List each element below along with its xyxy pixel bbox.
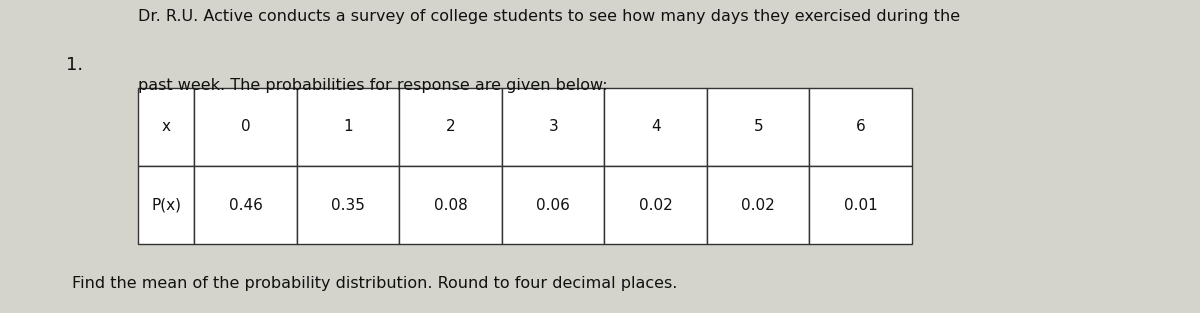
Bar	[810, 166, 912, 244]
Bar	[138, 88, 194, 166]
Text: Dr. R.U. Active conducts a survey of college students to see how many days they : Dr. R.U. Active conducts a survey of col…	[138, 9, 960, 24]
Bar	[194, 166, 296, 244]
Text: 0.02: 0.02	[742, 198, 775, 213]
Text: 3: 3	[548, 119, 558, 134]
Bar	[400, 88, 502, 166]
Bar	[605, 166, 707, 244]
Bar	[707, 88, 810, 166]
Text: 1: 1	[343, 119, 353, 134]
Text: 6: 6	[856, 119, 865, 134]
Text: past week. The probabilities for response are given below:: past week. The probabilities for respons…	[138, 78, 607, 93]
Text: x: x	[162, 119, 170, 134]
Text: 0: 0	[241, 119, 251, 134]
Text: 1.: 1.	[66, 56, 83, 74]
Bar	[502, 166, 605, 244]
Text: 0.02: 0.02	[638, 198, 672, 213]
Text: 0.35: 0.35	[331, 198, 365, 213]
Text: 0.46: 0.46	[229, 198, 263, 213]
Text: 0.01: 0.01	[844, 198, 877, 213]
Bar	[138, 166, 194, 244]
Text: P(x): P(x)	[151, 198, 181, 213]
Text: 0.06: 0.06	[536, 198, 570, 213]
Bar	[605, 88, 707, 166]
Bar	[400, 166, 502, 244]
Bar	[296, 166, 400, 244]
Bar	[810, 88, 912, 166]
Text: Find the mean of the probability distribution. Round to four decimal places.: Find the mean of the probability distrib…	[72, 276, 677, 291]
Bar	[707, 166, 810, 244]
Bar	[296, 88, 400, 166]
Text: 2: 2	[446, 119, 456, 134]
Text: 4: 4	[650, 119, 660, 134]
Text: 5: 5	[754, 119, 763, 134]
Text: 0.08: 0.08	[434, 198, 468, 213]
Bar	[194, 88, 296, 166]
Bar	[502, 88, 605, 166]
